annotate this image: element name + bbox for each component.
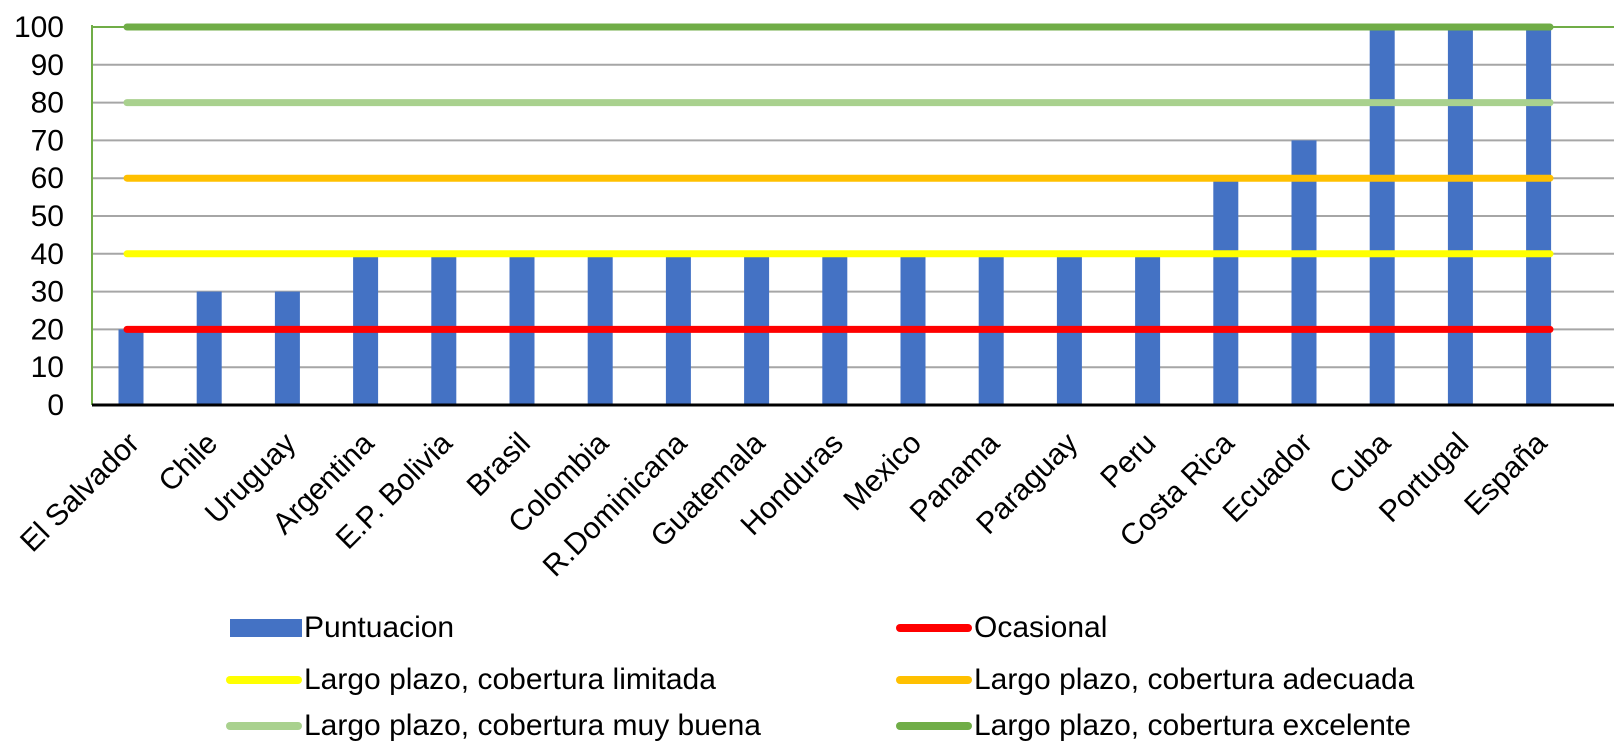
x-tick-label: Brasil: [461, 427, 537, 503]
bar: [1369, 27, 1395, 405]
y-tick-label: 70: [31, 124, 64, 157]
bar: [1291, 140, 1317, 405]
y-tick-label: 100: [14, 11, 64, 44]
bar: [196, 291, 222, 405]
y-tick-label: 0: [47, 389, 64, 422]
y-tick-label: 80: [31, 87, 64, 120]
x-tick-label: España: [1458, 426, 1554, 522]
y-tick-labels: 0 10 20 30 40 50 60 70 80 90 100: [14, 11, 64, 422]
bar: [118, 329, 144, 405]
y-tick-label: 10: [31, 351, 64, 384]
x-tick-label: Chile: [152, 427, 224, 499]
bar: [274, 291, 300, 405]
y-tick-label: 50: [31, 200, 64, 233]
bar: [1213, 178, 1239, 405]
y-tick-label: 40: [31, 238, 64, 271]
x-tick-label: Peru: [1094, 427, 1162, 495]
x-tick-label: El Salvador: [14, 427, 146, 559]
bar: [1526, 27, 1552, 405]
y-tick-label: 20: [31, 313, 64, 346]
x-tick-label: Cuba: [1323, 426, 1397, 500]
y-tick-label: 60: [31, 162, 64, 195]
bar: [1447, 27, 1473, 405]
axes: [91, 25, 1614, 407]
y-tick-label: 30: [31, 276, 64, 309]
y-tick-label: 90: [31, 49, 64, 82]
